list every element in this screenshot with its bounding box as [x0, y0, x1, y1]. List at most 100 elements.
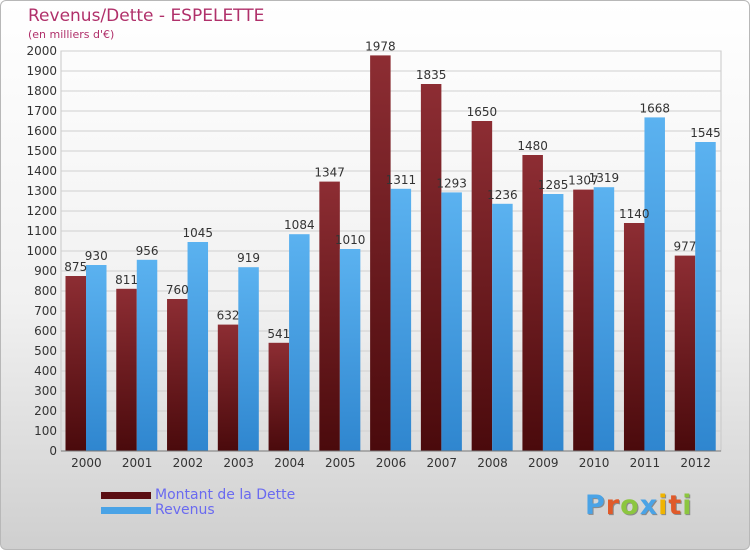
bar-revenus	[492, 203, 513, 451]
chart-title: Revenus/Dette - ESPELETTE	[28, 6, 265, 26]
legend-item-revenus: Revenus	[101, 502, 215, 518]
bar-dette	[522, 155, 543, 451]
bar-revenus	[289, 234, 310, 451]
y-tick-label: 700	[34, 304, 57, 318]
bar-dette	[167, 299, 188, 451]
value-label-dette: 1307	[568, 174, 599, 188]
logo-letter: P	[585, 490, 606, 521]
bar-revenus	[644, 117, 665, 452]
y-tick-label: 200	[34, 404, 57, 418]
y-tick-label: 1400	[26, 164, 57, 178]
bar-revenus	[390, 188, 412, 452]
bar-revenus	[542, 194, 564, 451]
value-label-revenus: 1084	[284, 218, 315, 232]
bars-layer	[65, 55, 716, 452]
legend-label-dette: Montant de la Dette	[155, 487, 296, 503]
x-tick-label: 2005	[325, 456, 356, 470]
logo-letter: t	[668, 490, 683, 521]
value-label-dette: 1347	[314, 166, 345, 180]
value-label-revenus: 956	[136, 244, 159, 258]
x-tick-label: 2002	[173, 456, 204, 470]
y-tick-label: 800	[34, 284, 57, 298]
value-label-revenus: 930	[85, 249, 108, 263]
y-tick-label: 1500	[26, 144, 57, 158]
y-tick-label: 1000	[26, 244, 57, 258]
value-label-revenus: 1010	[335, 233, 366, 247]
bar-dette	[116, 288, 137, 451]
value-label-dette: 875	[64, 260, 87, 274]
bar-revenus	[238, 267, 259, 451]
value-label-dette: 977	[674, 240, 697, 254]
y-tick-label: 900	[34, 264, 57, 278]
value-label-revenus: 1045	[183, 226, 214, 240]
bar-dette	[573, 189, 594, 451]
bar-revenus	[593, 187, 615, 451]
bar-dette	[217, 324, 239, 451]
x-tick-label: 2011	[630, 456, 661, 470]
y-tick-label: 400	[34, 364, 57, 378]
y-tick-label: 1300	[26, 184, 57, 198]
x-tick-label: 2003	[223, 456, 254, 470]
logo-letter: o	[620, 490, 640, 521]
value-label-dette: 811	[115, 273, 138, 287]
y-tick-label: 1600	[26, 124, 57, 138]
bar-revenus	[695, 142, 716, 451]
y-tick-label: 2000	[26, 44, 57, 58]
value-label-revenus: 1236	[487, 188, 518, 202]
logo-letter: x	[639, 490, 659, 521]
bar-revenus	[187, 242, 209, 451]
legend-swatch-revenus	[101, 506, 151, 514]
y-tick-label: 600	[34, 324, 57, 338]
bar-revenus	[86, 265, 107, 451]
x-tick-label: 2007	[426, 456, 457, 470]
value-label-revenus: 1545	[690, 126, 721, 140]
y-tick-label: 1900	[26, 64, 57, 78]
y-tick-label: 100	[34, 424, 57, 438]
value-label-dette: 1978	[365, 39, 396, 53]
bar-dette	[623, 223, 645, 451]
logo-letter: i	[658, 490, 669, 521]
bar-dette	[471, 121, 493, 451]
bar-dette	[674, 255, 696, 451]
y-tick-label: 500	[34, 344, 57, 358]
bar-dette	[268, 342, 290, 451]
x-tick-label: 2008	[477, 456, 508, 470]
legend-item-dette: Montant de la Dette	[101, 487, 295, 503]
value-label-revenus: 919	[237, 251, 260, 265]
axis-layer: 0 100 200 300 400 500 600 700 800 900 1000 1100 1200…	[26, 44, 721, 470]
logo-letter: r	[605, 490, 621, 521]
bar-dette	[65, 276, 86, 451]
bar-dette	[370, 55, 391, 452]
value-label-revenus: 1285	[538, 178, 569, 192]
bar-dette	[420, 84, 442, 451]
y-tick-label: 1800	[26, 84, 57, 98]
value-label-dette: 1480	[517, 139, 548, 153]
legend-label-revenus: Revenus	[155, 502, 215, 518]
value-label-revenus: 1668	[639, 101, 670, 115]
value-label-dette: 632	[217, 309, 240, 323]
x-tick-label: 2004	[274, 456, 305, 470]
value-label-dette: 541	[267, 327, 290, 341]
value-label-dette: 1835	[416, 68, 447, 82]
y-tick-label: 1100	[26, 224, 57, 238]
x-tick-label: 2001	[122, 456, 153, 470]
x-tick-label: 2009	[528, 456, 559, 470]
logo-letter: i	[682, 490, 693, 521]
x-tick-label: 2000	[71, 456, 102, 470]
y-tick-label: 1200	[26, 204, 57, 218]
value-label-dette: 1650	[467, 105, 498, 119]
bar-revenus	[339, 249, 361, 451]
y-tick-label: 0	[49, 444, 57, 458]
chart-subtitle: (en milliers d'€)	[28, 28, 115, 41]
value-label-dette: 1140	[619, 207, 650, 221]
x-tick-label: 2006	[376, 456, 407, 470]
x-tick-label: 2012	[680, 456, 711, 470]
value-label-revenus: 1293	[436, 176, 467, 190]
bar-revenus	[136, 259, 158, 451]
x-tick-label: 2010	[579, 456, 610, 470]
value-label-dette: 760	[166, 283, 189, 297]
legend-swatch-dette	[101, 491, 151, 499]
y-tick-label: 300	[34, 384, 57, 398]
